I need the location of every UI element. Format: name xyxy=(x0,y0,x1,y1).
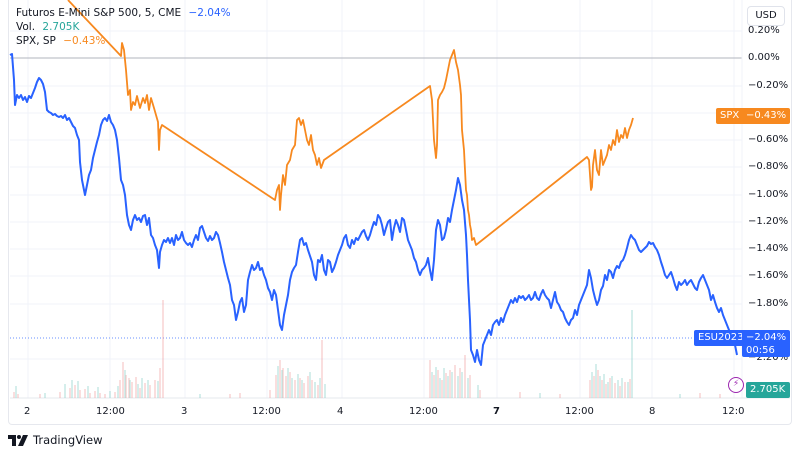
y-tick: −0.80% xyxy=(748,161,789,172)
legend-compare-series[interactable]: SPX, SP −0.43% xyxy=(16,34,231,48)
x-tick: 4 xyxy=(337,406,344,417)
legend-volume[interactable]: Vol. 2.705K xyxy=(16,20,231,34)
lightning-alert-icon[interactable]: ⚡ xyxy=(728,377,744,393)
spx-line xyxy=(67,0,634,246)
y-tick: −1.80% xyxy=(748,298,789,309)
x-tick: 12:00 xyxy=(565,406,594,417)
chart-frame xyxy=(8,0,792,425)
spx-value-tag: −0.43% xyxy=(742,108,790,124)
y-tick: −0.60% xyxy=(748,134,789,145)
x-tick: 8 xyxy=(649,406,656,417)
y-tick: −1.60% xyxy=(748,270,789,281)
legend-main-change: −2.04% xyxy=(188,7,231,19)
x-tick: 7 xyxy=(493,406,500,417)
x-tick: 12:00 xyxy=(252,406,281,417)
x-tick: 12:0 xyxy=(722,406,745,417)
es-name-tag: ESU2023 xyxy=(694,330,748,346)
y-tick: −1.00% xyxy=(748,189,789,200)
legend-volume-value: 2.705K xyxy=(42,21,80,33)
x-tick: 2 xyxy=(24,406,31,417)
legend-compare-name: SPX, SP xyxy=(16,35,56,47)
x-tick: 12:00 xyxy=(409,406,438,417)
y-tick: −1.40% xyxy=(748,243,789,254)
y-tick: 0.00% xyxy=(748,52,780,63)
legend-compare-change: −0.43% xyxy=(63,35,106,47)
x-tick: 12:00 xyxy=(96,406,125,417)
currency-button[interactable]: USD xyxy=(747,6,785,26)
volume-bars xyxy=(13,300,721,398)
tradingview-logo-text: TradingView xyxy=(33,433,103,447)
es-value-tag: −2.04% 00:56 xyxy=(742,330,790,357)
y-tick: −0.20% xyxy=(748,80,789,91)
legend-volume-name: Vol. xyxy=(16,21,36,33)
es-value: −2.04% xyxy=(746,332,787,343)
spx-name-tag: SPX xyxy=(716,108,744,124)
volume-value-tag: 2.705K xyxy=(746,382,790,398)
x-tick: 3 xyxy=(181,406,188,417)
es-countdown: 00:56 xyxy=(746,345,775,356)
legend-main-name: Futuros E-Mini S&P 500, 5, CME xyxy=(16,7,182,19)
es-line xyxy=(9,53,738,366)
y-tick: 0.20% xyxy=(748,25,780,36)
chart-legend: Futuros E-Mini S&P 500, 5, CME −2.04% Vo… xyxy=(16,6,231,48)
legend-main-series[interactable]: Futuros E-Mini S&P 500, 5, CME −2.04% xyxy=(16,6,231,20)
tradingview-logo[interactable]: TradingView xyxy=(8,433,102,447)
tradingview-logo-icon xyxy=(8,434,28,446)
y-tick: −1.20% xyxy=(748,216,789,227)
y-tick: −2.20% xyxy=(748,352,789,363)
